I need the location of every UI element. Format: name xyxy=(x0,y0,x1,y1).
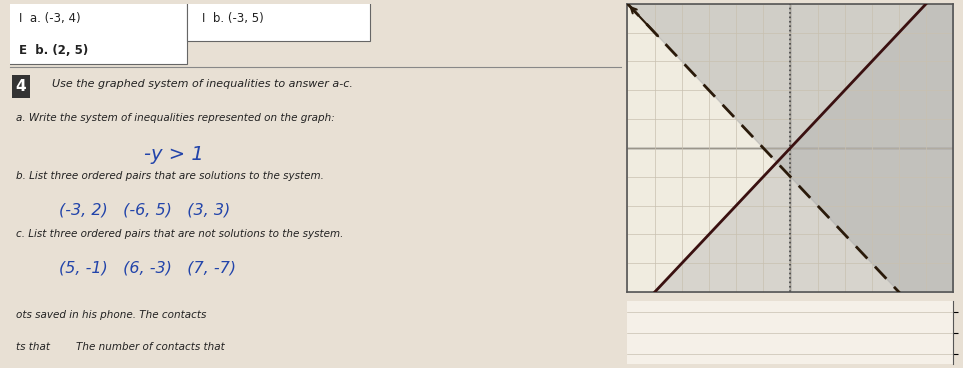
Text: (5, -1)   (6, -3)   (7, -7): (5, -1) (6, -3) (7, -7) xyxy=(59,261,236,276)
Text: c. List three ordered pairs that are not solutions to the system.: c. List three ordered pairs that are not… xyxy=(15,229,343,239)
FancyBboxPatch shape xyxy=(4,1,187,64)
Text: ts that        The number of contacts that: ts that The number of contacts that xyxy=(15,342,224,352)
Text: ots saved in his phone. The contacts: ots saved in his phone. The contacts xyxy=(15,311,206,321)
Text: 4: 4 xyxy=(15,79,26,94)
Text: I  a. (-3, 4): I a. (-3, 4) xyxy=(19,13,81,25)
Text: b. List three ordered pairs that are solutions to the system.: b. List three ordered pairs that are sol… xyxy=(15,171,324,181)
Text: Use the graphed system of inequalities to answer a-c.: Use the graphed system of inequalities t… xyxy=(52,79,353,89)
Text: E  b. (2, 5): E b. (2, 5) xyxy=(19,44,88,57)
FancyBboxPatch shape xyxy=(187,1,371,41)
Text: a. Write the system of inequalities represented on the graph:: a. Write the system of inequalities repr… xyxy=(15,113,334,123)
Text: -y > 1: -y > 1 xyxy=(144,145,204,164)
Text: I  b. (-3, 5): I b. (-3, 5) xyxy=(202,13,264,25)
Text: (-3, 2)   (-6, 5)   (3, 3): (-3, 2) (-6, 5) (3, 3) xyxy=(59,203,230,218)
